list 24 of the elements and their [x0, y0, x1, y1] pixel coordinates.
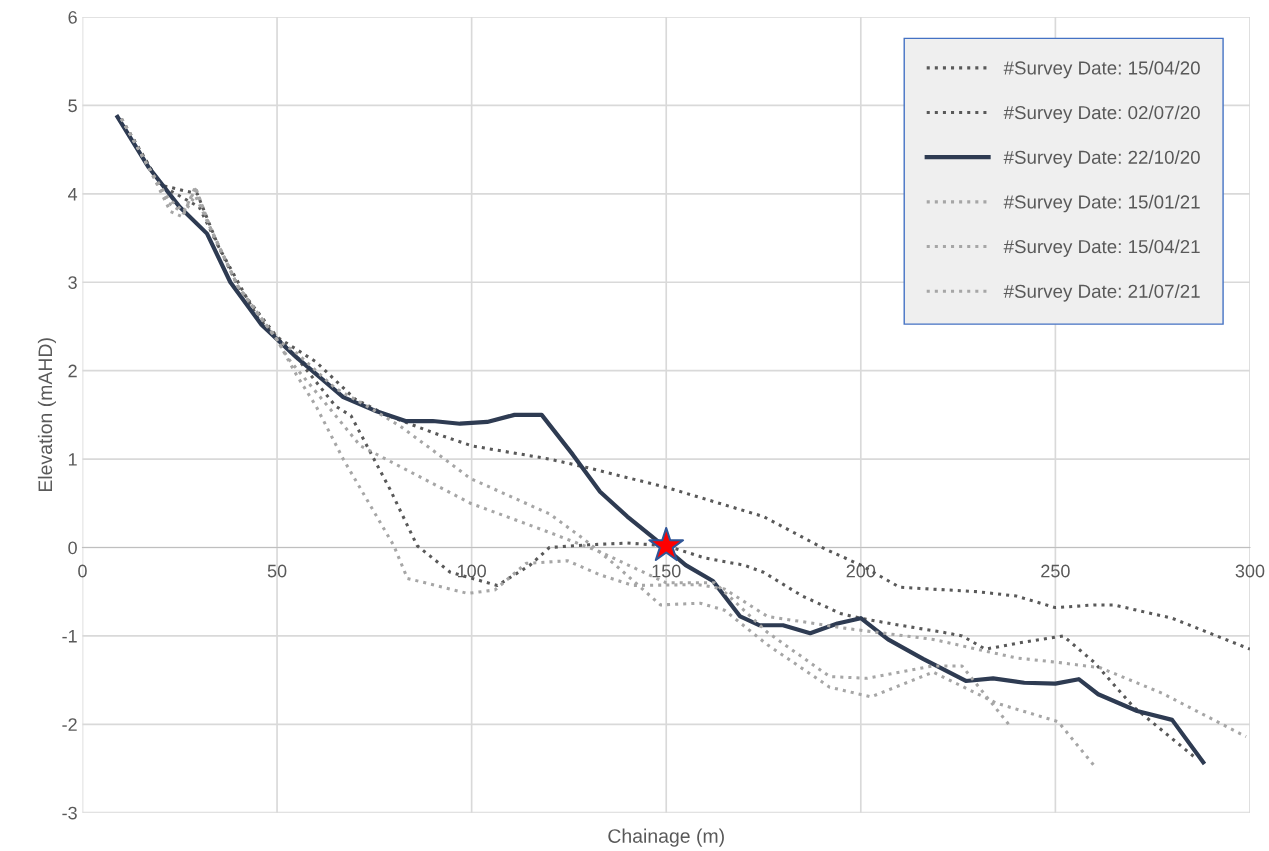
y-tick-label: 0 [68, 541, 77, 555]
x-tick-label: 150 [652, 564, 681, 578]
y-tick-label: 5 [68, 99, 77, 113]
legend-label: #Survey Date: 02/07/20 [1003, 105, 1200, 123]
legend-label: #Survey Date: 22/10/20 [1003, 150, 1200, 168]
y-tick-label: 6 [68, 10, 77, 24]
legend-label: #Survey Date: 21/07/21 [1003, 284, 1200, 302]
x-axis-title: Chainage (m) [608, 828, 724, 847]
x-tick-label: 300 [1235, 564, 1265, 578]
legend-label: #Survey Date: 15/04/21 [1003, 239, 1200, 257]
legend-label: #Survey Date: 15/04/20 [1003, 60, 1200, 79]
x-tick-label: 0 [78, 564, 87, 578]
y-tick-label: 3 [68, 276, 77, 289]
y-tick-label: -2 [62, 718, 77, 731]
y-tick-label: 4 [68, 187, 78, 201]
y-tick-label: -1 [62, 630, 77, 643]
y-tick-label: -3 [62, 806, 77, 820]
x-tick-label: 100 [457, 564, 486, 578]
x-tick-label: 250 [1041, 564, 1070, 578]
y-axis-title: Elevation (mAHD) [37, 338, 57, 492]
legend-label: #Survey Date: 15/01/21 [1003, 194, 1200, 213]
y-tick-label: 2 [68, 364, 77, 378]
x-tick-label: 50 [267, 564, 287, 578]
y-tick-label: 1 [68, 453, 77, 466]
